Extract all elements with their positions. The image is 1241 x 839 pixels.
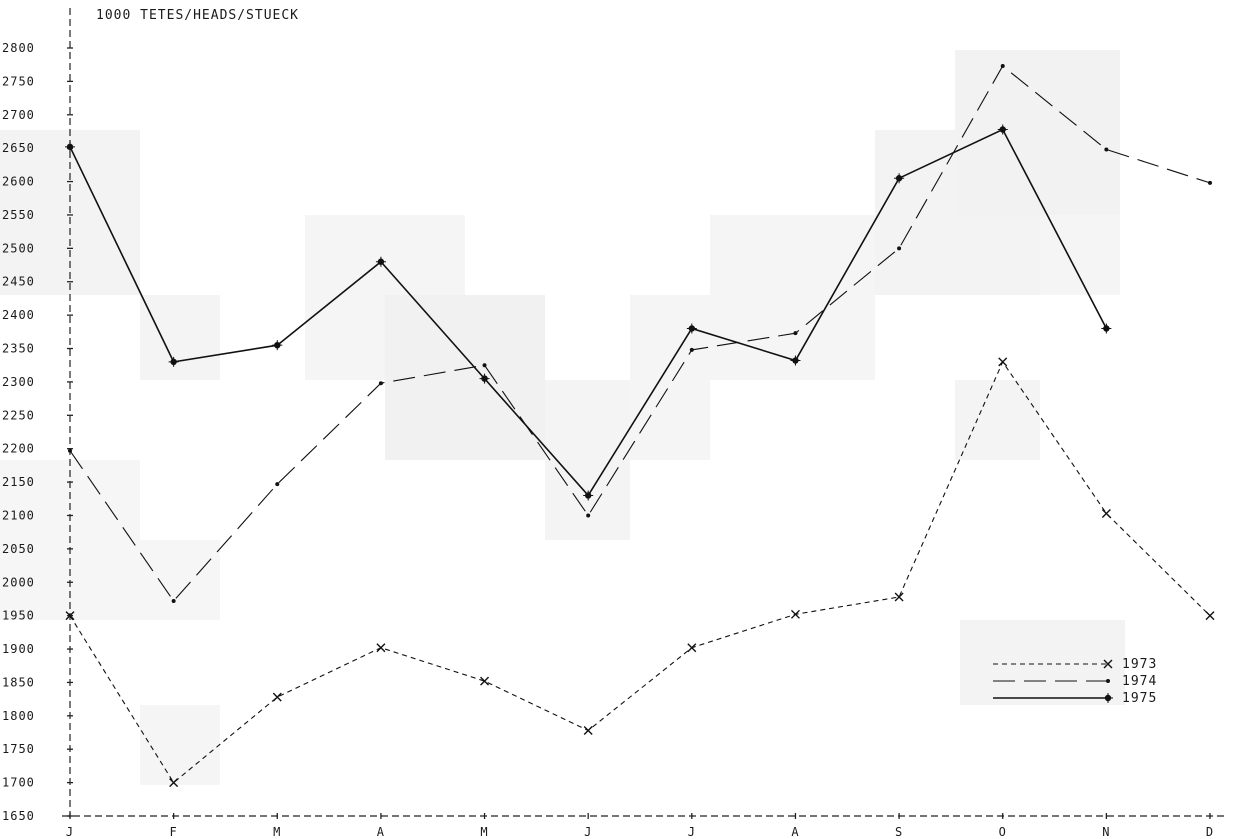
data-point (793, 331, 797, 335)
data-point (1104, 148, 1108, 152)
x-tick-label: D (1206, 825, 1214, 839)
y-tick-label: 2000 (2, 575, 35, 589)
y-tick-label: 2300 (2, 375, 35, 389)
y-axis-unit-label: 1000 TETES/HEADS/STUECK (96, 8, 299, 23)
y-tick-label: 1700 (2, 776, 35, 790)
y-tick-label: 2800 (2, 41, 35, 55)
data-point (1208, 181, 1212, 185)
y-tick-label: 2400 (2, 308, 35, 322)
background-shading (0, 50, 1140, 810)
data-point (1001, 64, 1005, 68)
y-tick-label: 1950 (2, 609, 35, 623)
legend-label: 1974 (1122, 674, 1157, 689)
x-tick-label: A (791, 825, 799, 839)
y-tick-label: 2550 (2, 208, 35, 222)
x-tick-label: J (688, 825, 696, 839)
y-tick-label: 2600 (2, 175, 35, 189)
y-tick-label: 1850 (2, 675, 35, 689)
y-tick-label: 2750 (2, 74, 35, 88)
y-tick-label: 2150 (2, 475, 35, 489)
x-tick-label: F (170, 825, 178, 839)
y-tick-label: 1650 (2, 809, 35, 823)
y-tick-label: 1750 (2, 742, 35, 756)
y-tick-label: 2650 (2, 141, 35, 155)
y-tick-label: 1800 (2, 709, 35, 723)
y-tick-label: 2350 (2, 342, 35, 356)
legend-label: 1975 (1122, 691, 1157, 706)
x-tick-label: M (480, 825, 488, 839)
data-point (690, 348, 694, 352)
x-tick-label: J (66, 825, 74, 839)
data-point (586, 513, 590, 517)
x-tick-label: N (1102, 825, 1110, 839)
y-tick-label: 2700 (2, 108, 35, 122)
x-tick-label: M (273, 825, 281, 839)
data-point (68, 449, 72, 453)
x-tick-label: A (377, 825, 385, 839)
legend-label: 1973 (1122, 657, 1157, 672)
y-tick-label: 2500 (2, 241, 35, 255)
y-tick-label: 1900 (2, 642, 35, 656)
y-tick-label: 2250 (2, 408, 35, 422)
data-point (275, 482, 279, 486)
data-point (483, 363, 487, 367)
x-tick-label: O (999, 825, 1007, 839)
y-tick-label: 2050 (2, 542, 35, 556)
x-tick-label: S (895, 825, 903, 839)
x-tick-label: J (584, 825, 592, 839)
data-point (1206, 612, 1214, 620)
y-tick-label: 2100 (2, 508, 35, 522)
y-tick-label: 2200 (2, 442, 35, 456)
data-point (1106, 679, 1110, 683)
data-point (379, 381, 383, 385)
data-point (172, 599, 176, 603)
y-tick-label: 2450 (2, 275, 35, 289)
data-point (897, 246, 901, 250)
